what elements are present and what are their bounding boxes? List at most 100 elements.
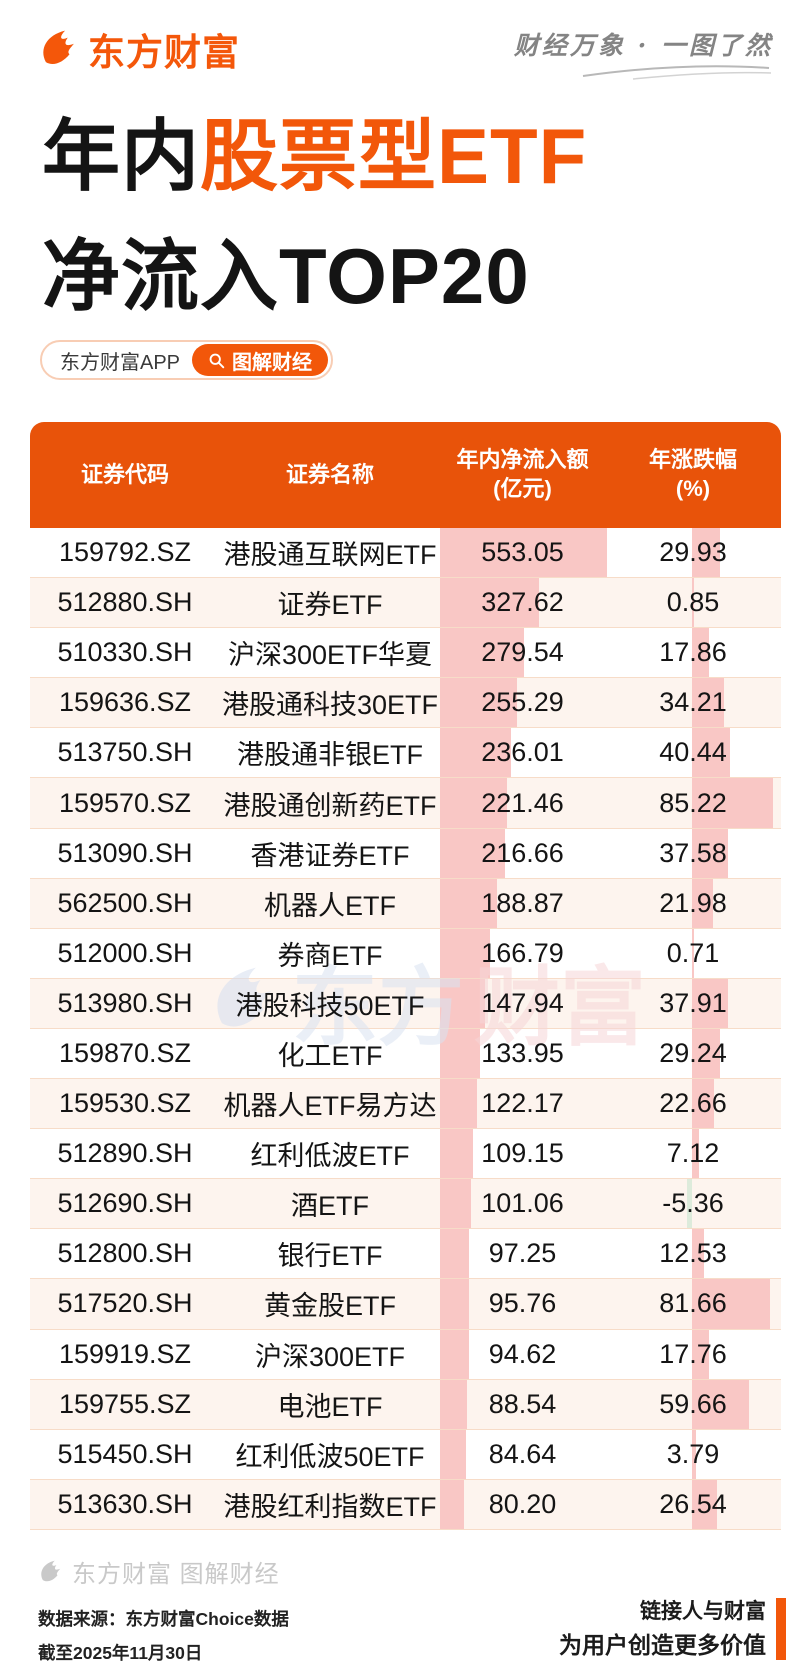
cell-security-name: 机器人ETF	[264, 890, 396, 921]
cell-security-code: 512000.SH	[57, 937, 193, 968]
pct-data-bar	[692, 1379, 749, 1429]
cell-year-change: 59.66	[659, 1388, 727, 1419]
masthead: 东方财富 财经万象 · 一图了然	[38, 22, 773, 80]
column-header-name: 证券名称	[285, 461, 374, 487]
cell-net-inflow: 279.54	[481, 637, 564, 668]
eastmoney-leaf-icon	[43, 30, 74, 65]
cell-net-inflow: 133.95	[481, 1037, 564, 1068]
cell-year-change: 22.66	[659, 1088, 727, 1119]
pct-data-bar	[692, 1279, 770, 1329]
tujie-caijing-button[interactable]: 图解财经	[192, 344, 329, 376]
masthead-slogan: 财经万象 · 一图了然	[513, 31, 773, 60]
table-row: 512800.SH 银行ETF 97.25 12.53	[30, 1229, 781, 1280]
table-rows: 159792.SZ 港股通互联网ETF 553.05 29.93 512880.…	[30, 528, 781, 1530]
cell-net-inflow: 327.62	[481, 587, 564, 618]
title-line-2: 净流入TOP20	[42, 232, 530, 320]
cell-security-code: 159755.SZ	[58, 1388, 192, 1419]
table-row: 159570.SZ 港股通创新药ETF 221.46 85.22	[30, 778, 781, 829]
etf-table: 证券代码 证券名称 年内净流入额 (亿元) 年涨跌幅 (%) 159792.SZ 港…	[30, 422, 781, 1530]
inflow-data-bar	[440, 628, 525, 678]
cell-security-name: 证券ETF	[277, 590, 383, 621]
footer-leaf-icon	[41, 1560, 61, 1581]
cell-year-change: 0.71	[666, 937, 720, 968]
data-source-line2: 截至2025年11月30日	[38, 1643, 203, 1663]
cell-year-change: 17.86	[659, 637, 727, 668]
title-line1-orange: 股票型ETF	[200, 112, 588, 200]
cell-security-code: 513980.SH	[57, 987, 193, 1018]
cell-security-name: 港股科技50ETF	[235, 990, 425, 1021]
cell-security-name: 港股通科技30ETF	[221, 690, 439, 721]
cell-security-name: 港股通创新药ETF	[223, 790, 437, 821]
cell-security-name: 香港证券ETF	[250, 840, 410, 871]
cell-security-code: 513750.SH	[57, 737, 193, 768]
pct-data-bar	[692, 728, 731, 778]
inflow-data-bar	[440, 1479, 465, 1529]
cell-net-inflow: 80.20	[488, 1488, 557, 1519]
pct-data-bar	[686, 1179, 692, 1229]
cell-security-code: 510330.SH	[57, 637, 193, 668]
column-header-pct: 年涨跌幅 (%)	[648, 447, 737, 501]
cell-security-code: 159792.SZ	[58, 537, 192, 568]
cell-year-change: 81.66	[659, 1288, 727, 1319]
table-row: 159919.SZ 沪深300ETF 94.62 17.76	[30, 1329, 781, 1380]
column-header-code: 证券代码	[80, 461, 169, 487]
cell-net-inflow: 255.29	[481, 687, 564, 718]
cell-year-change: -5.36	[662, 1188, 724, 1219]
inflow-data-bar	[440, 528, 608, 578]
cell-security-name: 红利低波50ETF	[235, 1441, 425, 1472]
masthead-slogan-wrap: 财经万象 · 一图了然	[514, 22, 773, 80]
table-row: 517520.SH 黄金股ETF 95.76 81.66	[30, 1279, 781, 1330]
cell-net-inflow: 166.79	[481, 937, 564, 968]
table-row: 513090.SH 香港证券ETF 216.66 37.58	[30, 828, 781, 879]
table-row: 159870.SZ 化工ETF 133.95 29.24	[30, 1028, 781, 1080]
inflow-data-bar	[440, 678, 518, 728]
cell-year-change: 12.53	[659, 1238, 727, 1269]
cell-year-change: 85.22	[659, 787, 727, 818]
cell-security-name: 银行ETF	[277, 1241, 383, 1272]
cell-net-inflow: 553.05	[481, 537, 564, 568]
cell-net-inflow: 109.15	[481, 1138, 564, 1169]
cell-security-code: 159636.SZ	[58, 687, 192, 718]
page-title: 年内股票型ETF 净流入TOP20	[42, 96, 587, 336]
cell-security-code: 512800.SH	[57, 1238, 193, 1269]
cell-security-code: 512880.SH	[57, 587, 193, 618]
cell-security-name: 沪深300ETF	[254, 1341, 406, 1372]
table-row: 512880.SH 证券ETF 327.62 0.85	[30, 578, 781, 629]
cell-net-inflow: 221.46	[481, 787, 564, 818]
table-row: 510330.SH 沪深300ETF华夏 279.54 17.86	[30, 628, 781, 679]
pct-data-bar	[692, 1479, 718, 1529]
table-row: 159755.SZ 电池ETF 88.54 59.66	[30, 1379, 781, 1430]
cell-security-name: 黄金股ETF	[264, 1291, 396, 1322]
cell-year-change: 34.21	[659, 687, 727, 718]
cell-security-name: 沪深300ETF华夏	[227, 640, 433, 671]
inflow-data-bar	[440, 978, 485, 1028]
cell-security-code: 159570.SZ	[58, 787, 192, 818]
mission-line1: 链接人与财富	[640, 1600, 766, 1623]
table-row: 159792.SZ 港股通互联网ETF 553.05 29.93	[30, 528, 781, 579]
title-line-1: 年内股票型ETF	[42, 96, 587, 216]
inflow-data-bar	[440, 1079, 477, 1129]
cell-year-change: 7.12	[666, 1138, 720, 1169]
app-badge: 东方财富APP 图解财经	[40, 340, 334, 380]
pct-data-bar	[692, 778, 773, 828]
pct-data-bar	[692, 928, 694, 978]
mission-accent-bar	[776, 1598, 786, 1660]
cell-security-code: 159870.SZ	[58, 1037, 192, 1068]
cell-year-change: 40.44	[659, 737, 727, 768]
inflow-data-bar	[440, 1429, 466, 1479]
table-row: 513980.SH 港股科技50ETF 147.94 37.91	[30, 978, 781, 1029]
inflow-data-bar	[440, 728, 512, 778]
table-row: 159636.SZ 港股通科技30ETF 255.29 34.21	[30, 678, 781, 729]
table-row: 159530.SZ 机器人ETF易方达 122.17 22.66	[30, 1079, 781, 1130]
cell-net-inflow: 236.01	[481, 737, 564, 768]
pct-data-bar	[692, 1028, 720, 1079]
inflow-data-bar	[440, 878, 498, 928]
cell-security-code: 159530.SZ	[58, 1088, 192, 1119]
table-row: 513630.SH 港股红利指数ETF 80.20 26.54	[30, 1479, 781, 1530]
data-source-line1: 数据来源：东方财富Choice数据	[38, 1609, 289, 1629]
inflow-data-bar	[440, 778, 507, 828]
inflow-data-bar	[440, 1379, 467, 1429]
inflow-data-bar	[440, 1129, 473, 1179]
cell-security-code: 513090.SH	[57, 837, 193, 868]
cell-year-change: 3.79	[666, 1438, 720, 1469]
